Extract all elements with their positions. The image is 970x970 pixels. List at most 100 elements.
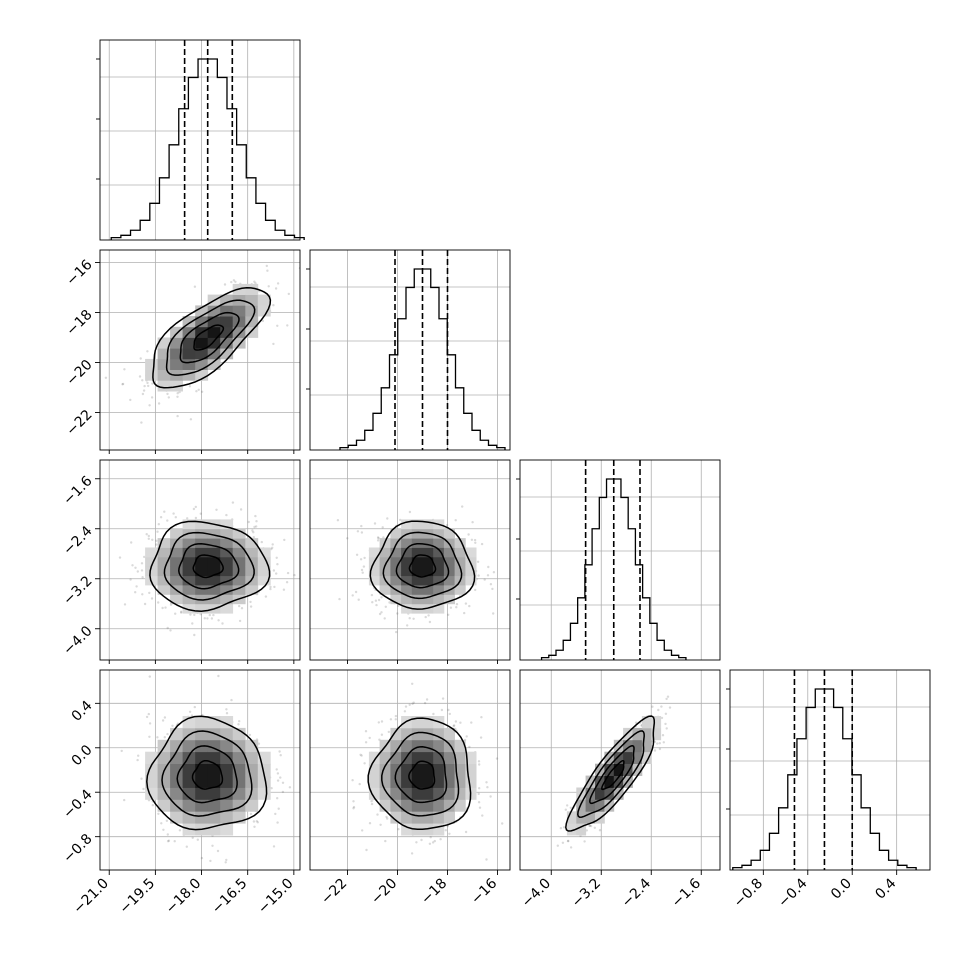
scatter-point [346,537,349,540]
x-tick-label: −20 [368,876,400,908]
scatter-point [188,385,192,388]
density-cell [170,556,183,567]
scatter-point [279,754,282,757]
density-cell [182,358,196,370]
density-cell [651,716,662,729]
x-tick-label: −1.6 [669,875,704,910]
density-cell [257,787,271,800]
scatter-point [588,824,591,827]
density-cell [195,348,209,360]
hist-panel-0 [96,39,305,241]
scatter-point [275,768,278,771]
scatter-point [199,512,202,515]
density-cell [401,763,413,776]
density-cell [411,739,423,753]
density-cell [465,547,477,558]
density-cell [220,305,234,317]
density-cell [182,763,196,776]
x-tick-label: 0.0 [828,876,855,903]
scatter-point [468,745,471,749]
contour-line [179,311,240,364]
density-cell [411,519,423,530]
scatter-point [380,596,383,599]
scatter-point [189,613,192,616]
contour-line [163,531,255,601]
density-cell [232,337,246,349]
scatter-point [364,741,368,744]
scatter-point [360,524,363,528]
scatter-point [137,754,140,757]
scatter-point [384,839,387,843]
density-cell [257,556,271,567]
density-cell [170,358,183,370]
scatter-point [147,384,150,388]
scatter-point [361,571,364,574]
contour-line [191,759,224,790]
density-cell [157,547,171,558]
scatter-point [412,617,415,620]
scatter-point [267,285,270,288]
scatter-point [150,396,154,399]
density-cell [443,566,455,577]
density-cell [595,787,605,800]
y-tick-label: −2.4 [60,523,95,558]
density-cell [422,538,434,548]
density-cell [232,528,246,539]
density-cell [195,358,209,370]
density-cell [245,538,259,548]
scatter-point [360,531,364,534]
scatter-point [260,540,263,544]
density-cell [245,305,259,317]
scatter-point [180,611,183,614]
density-cell [195,603,209,614]
scatter-point [396,612,399,615]
scatter-point [287,292,290,296]
scatter-point [217,674,220,678]
density-cell [433,575,445,586]
scatter-point [142,787,145,791]
density-cell [245,739,259,753]
scatter-point [368,822,372,825]
scatter-point [471,521,474,524]
density-cell [411,556,423,567]
scatter-point [139,357,142,360]
scatter-point [477,801,481,804]
scatter-point [464,830,468,834]
hist-grid [730,670,930,870]
scatter-point [234,280,237,283]
density-cell [182,594,196,605]
density-cell [157,369,171,381]
scatter-point [362,565,366,568]
scatter-point [156,736,159,739]
density-cell [145,547,158,558]
density-cell [566,811,577,824]
x-tick-label: 0.4 [872,875,899,902]
density-cell [207,547,221,558]
scatter-point [104,376,108,379]
scatter-point [148,675,151,678]
scatter-point [664,722,667,726]
density-cell [207,775,221,788]
density-cell [195,316,209,328]
y-tick-label: −20 [63,357,95,389]
density-cell [170,337,183,349]
scatter-point [381,526,384,529]
scatter-point [136,758,139,762]
density-cell [220,316,234,328]
scatter-point [441,697,445,700]
scatter-point [271,543,274,546]
density-cell [422,763,434,776]
panel-frame [309,249,511,451]
scatter-point [140,569,144,572]
scatter-point [167,839,171,842]
scatter-point [161,719,165,722]
scatter-point [464,602,468,605]
scatter-point [439,838,442,841]
density-cell [454,547,466,558]
density-cell [401,556,413,567]
scatter-point [528,800,530,802]
density-cell [220,556,234,567]
density-cell [454,751,466,764]
scatter-point [485,858,488,861]
scatter-point [180,610,183,613]
